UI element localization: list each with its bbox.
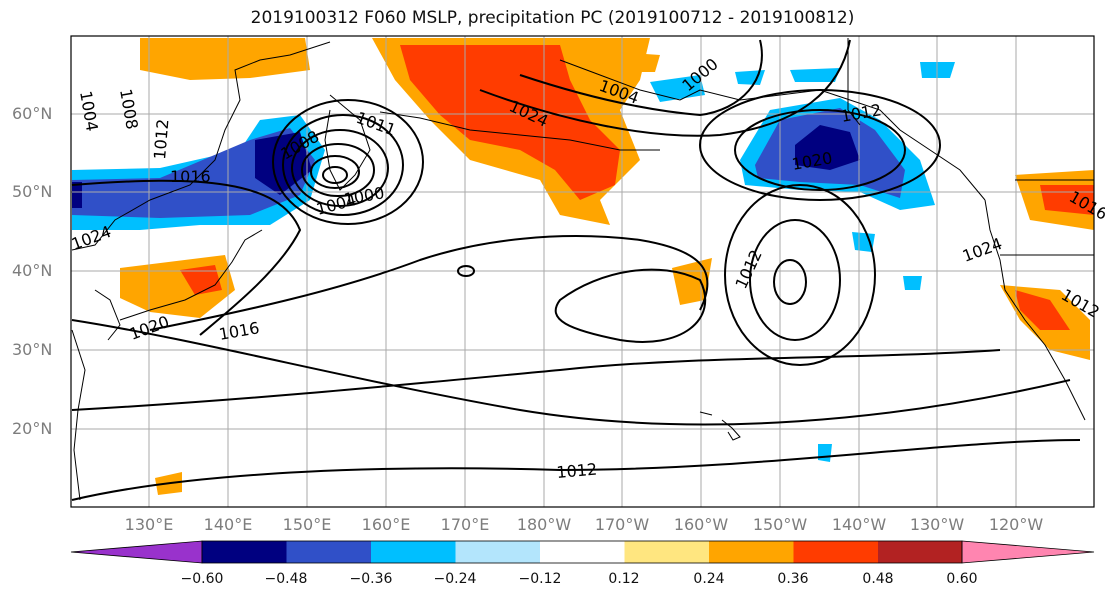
isobar (291, 129, 389, 207)
lon-label-180w: 180°W (516, 515, 572, 534)
colorbar-border (201, 540, 963, 564)
colorbar-tick: 0.24 (693, 571, 725, 587)
lon-label-150w: 150°W (752, 515, 808, 534)
colorbar-segment (709, 541, 794, 563)
isobars (71, 39, 1081, 501)
coastline-japan (119, 229, 263, 321)
isobar (301, 143, 375, 197)
isobar-label: 1016 (217, 318, 260, 344)
isobar-1016 (71, 179, 302, 336)
isobar (310, 155, 360, 189)
isobar-1020 (149, 235, 709, 331)
colorbar-segment (455, 541, 540, 563)
precip-negative-area (790, 68, 840, 82)
colorbar-tick: −0.36 (349, 571, 393, 587)
lon-label-160w: 160°W (673, 515, 729, 534)
lat-label-40n: 40°N (12, 261, 53, 280)
isobar-high-alaska (734, 109, 906, 191)
coastlines (71, 38, 1094, 501)
isobar-low-center (322, 166, 348, 184)
isobar (282, 114, 404, 216)
precip-negative-area (72, 182, 82, 208)
isobar-north-low (519, 39, 763, 117)
colorbar-segment (793, 541, 878, 563)
isobar-label: 1016 (170, 167, 211, 186)
precip-negative-area (903, 276, 922, 290)
lon-label-140w: 140°W (831, 515, 887, 534)
isobar-1012-south (71, 439, 1081, 501)
precip-positive-area (1015, 290, 1070, 330)
precip-negative-area (650, 75, 705, 102)
isobar-small (457, 265, 475, 277)
map-frame (70, 35, 1095, 508)
coastline-asia (71, 41, 331, 251)
colorbar-segment (540, 541, 625, 563)
colorbar (70, 540, 1095, 564)
lon-label-170w: 170°W (594, 515, 650, 534)
coastline-korea (94, 289, 121, 341)
colorbar-tick: −0.24 (433, 571, 477, 587)
coastline-alaska (559, 59, 986, 201)
colorbar-segment (624, 541, 709, 563)
colorbar-tick: 0.48 (862, 571, 894, 587)
isobar-label: 1024 (960, 234, 1005, 266)
lat-label-30n: 30°N (12, 340, 53, 359)
coastline-hawaii (699, 411, 741, 441)
isobar-high-east (773, 259, 807, 305)
colorbar-tick: −0.12 (518, 571, 562, 587)
coastline-na-west (984, 199, 1086, 421)
isobar-north-low (479, 39, 851, 137)
precip-positive-area (180, 265, 222, 295)
precip-negative-area (818, 444, 832, 462)
isobar-label: 1012 (150, 118, 172, 160)
precip-negative-area (852, 232, 875, 252)
precip-negative-area (72, 128, 315, 218)
precip-positive-area (618, 52, 660, 72)
colorbar-tick: −0.48 (264, 571, 308, 587)
precip-positive-area (400, 45, 620, 200)
colorbar-extend-low (70, 540, 203, 564)
lon-label-140e: 140°E (203, 515, 253, 534)
lon-label-170e: 170°E (440, 515, 490, 534)
lon-label-160e: 160°E (361, 515, 411, 534)
isobar (272, 99, 424, 225)
isobar-1016-mid (71, 349, 1001, 411)
colorbar-segment (371, 541, 456, 563)
lon-label-150e: 150°E (282, 515, 332, 534)
coastline-aleutians (379, 111, 660, 151)
colorbar-tick: 0.36 (777, 571, 809, 587)
colorbar-tick: 0.12 (608, 571, 640, 587)
precip-positive-area (672, 258, 712, 305)
coastline-china (71, 329, 86, 501)
precip-negative-area (795, 125, 860, 170)
lat-label-20n: 20°N (12, 419, 53, 438)
colorbar-extend-high (961, 540, 1095, 564)
lat-label-50n: 50°N (12, 182, 53, 201)
colorbar-segment (878, 541, 963, 563)
precip-fills (72, 38, 1094, 495)
lat-label-60n: 60°N (12, 104, 53, 123)
isobar-label: 1012 (556, 460, 598, 482)
isobar-label: 1008 (116, 87, 142, 130)
colorbar-tick: 0.60 (946, 571, 978, 587)
lon-label-130e: 130°E (124, 515, 174, 534)
colorbar-segment (202, 541, 287, 563)
isobar-high-east (724, 184, 876, 366)
lon-label-130w: 130°W (909, 515, 965, 534)
coastline-na-interior (847, 38, 1094, 256)
precip-positive-area (140, 38, 310, 80)
isobar-1012 (71, 319, 1071, 426)
colorbar-segment (286, 541, 371, 563)
lon-label-120w: 120°W (988, 515, 1044, 534)
isobar-1024 (554, 268, 707, 343)
colorbar-tick: −0.60 (180, 571, 224, 587)
isobar-high-east (749, 219, 841, 341)
isobar-high-alaska (699, 89, 941, 201)
isobar-label: 1004 (76, 89, 102, 132)
map-title: 2019100312 F060 MSLP, precipitation PC (… (250, 8, 855, 28)
isobar-label: 1012 (731, 247, 765, 292)
precip-negative-area (735, 70, 765, 85)
